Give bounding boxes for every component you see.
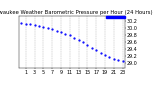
Title: Milwaukee Weather Barometric Pressure per Hour (24 Hours): Milwaukee Weather Barometric Pressure pe… <box>0 10 153 15</box>
Bar <box>106 16 125 18</box>
